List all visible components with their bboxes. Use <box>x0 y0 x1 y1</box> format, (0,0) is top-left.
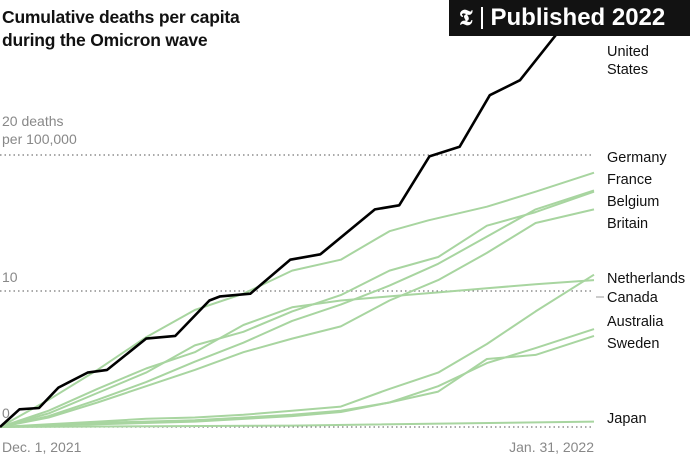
series-line-japan <box>0 420 595 428</box>
series-line-canada <box>0 273 595 428</box>
series-line-sweden <box>0 334 595 428</box>
ytick-label-10: 10 <box>2 269 18 285</box>
series-label-united-states-1: United <box>607 44 649 60</box>
published-badge: 𝕿 Published 2022 <box>449 0 690 36</box>
series-label-canada: Canada <box>607 290 659 306</box>
title-line-1: Cumulative deaths per capita <box>2 7 240 27</box>
badge-text: Published 2022 <box>490 4 666 31</box>
series-label-france: France <box>607 172 652 188</box>
chart-title: Cumulative deaths per capita during the … <box>2 6 240 52</box>
series-label-australia: Australia <box>607 314 664 330</box>
series-label-japan: Japan <box>607 411 647 427</box>
series-line-britain <box>0 208 595 428</box>
ytick-label-20: 20 deaths <box>2 113 64 129</box>
series-label-britain: Britain <box>607 216 648 232</box>
series-label-united-states-2: States <box>607 62 648 78</box>
series-label-belgium: Belgium <box>607 194 659 210</box>
series-label-netherlands: Netherlands <box>607 271 685 287</box>
ylabel-unit: per 100,000 <box>2 131 77 147</box>
series-line-germany <box>0 171 595 428</box>
series-line-netherlands <box>0 279 595 428</box>
badge-divider <box>480 7 483 29</box>
xtick-label-end: Jan. 31, 2022 <box>509 439 594 455</box>
xtick-label-start: Dec. 1, 2021 <box>2 439 82 455</box>
series-line-france <box>0 190 595 428</box>
series-label-germany: Germany <box>607 150 667 166</box>
series-line-australia <box>0 328 595 428</box>
nyt-logo-icon: 𝕿 <box>459 5 473 31</box>
ytick-label-0: 0 <box>2 405 10 421</box>
series-line-united-states <box>0 0 595 428</box>
title-line-2: during the Omicron wave <box>2 30 208 50</box>
series-label-sweden: Sweden <box>607 336 659 352</box>
series-line-belgium <box>0 189 595 428</box>
